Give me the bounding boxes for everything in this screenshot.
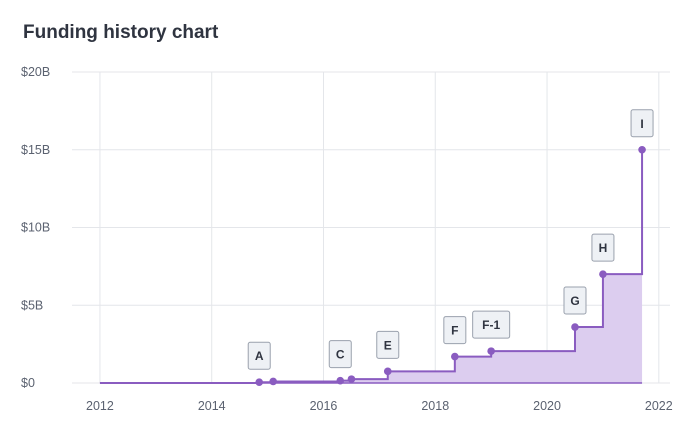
round-label: E [384,338,392,352]
round-label: I [640,117,643,131]
round-label: H [599,241,608,255]
y-tick-label: $20B [21,65,50,79]
x-tick-label: 2018 [421,399,449,413]
funding-point [638,145,646,154]
x-tick-label: 2016 [310,399,338,413]
funding-point [269,377,277,386]
x-tick-label: 2020 [533,399,561,413]
round-label-box [563,286,587,315]
round-label-box [630,109,654,138]
round-label: C [336,348,345,362]
round-label-box [472,310,511,339]
funding-point [347,375,356,383]
x-tick-label: 2022 [645,399,673,413]
round-label: F [451,324,458,338]
round-label-box [247,341,271,370]
round-label-box [376,330,400,359]
y-tick-label: $15B [21,143,50,157]
round-label-box [443,316,467,345]
funding-point [383,367,392,376]
y-tick-label: $5B [21,298,43,312]
page-title: Funding history chart [23,22,219,43]
funding-point [599,270,607,278]
round-label: A [255,349,264,363]
round-label: G [570,294,579,308]
round-label: F-1 [482,318,500,332]
funding-point [451,352,459,361]
funding-point [336,376,345,385]
round-label-box [591,233,615,262]
funding-area [99,149,643,383]
funding-point [255,378,264,387]
funding-point [487,347,495,355]
x-tick-label: 2014 [198,399,226,413]
y-tick-label: $10B [21,221,50,235]
y-tick-label: $0 [21,376,35,390]
funding-line [99,149,644,384]
round-label-box [328,340,352,369]
funding-point [571,323,579,331]
x-tick-label: 2012 [86,399,114,413]
